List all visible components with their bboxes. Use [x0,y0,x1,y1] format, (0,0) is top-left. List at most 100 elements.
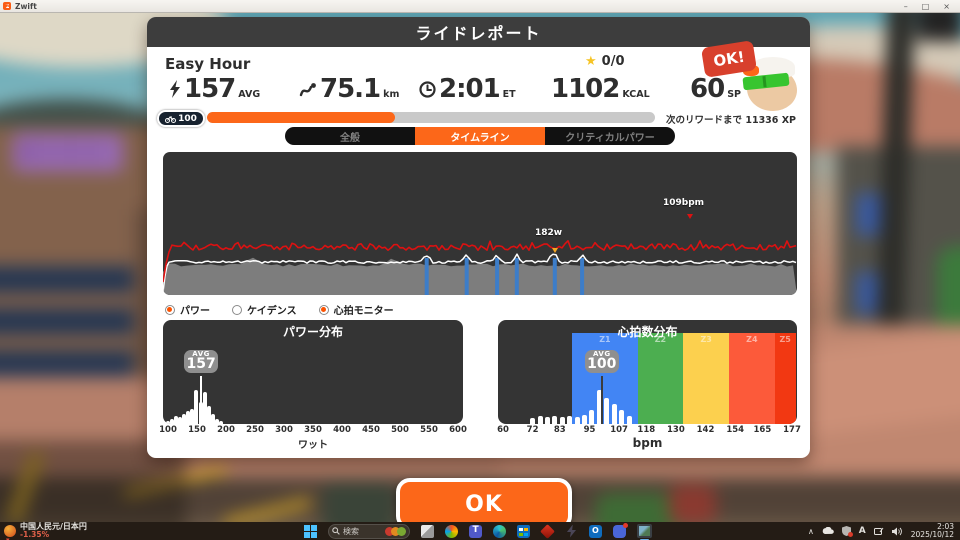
level-badge: 100 [157,110,205,127]
axis-tick: 150 [188,425,206,435]
power-axis-ticks: 100 150 200 250 300 350 400 450 500 550 600 [159,425,467,435]
store-icon[interactable] [517,524,530,538]
annotation-caret [552,248,558,253]
input-method-indicator[interactable]: A [858,526,866,536]
stat-value: 75.1 [320,74,381,104]
volume-icon[interactable] [891,527,903,536]
security-shield-icon[interactable] [841,526,853,537]
stat-value: 60 [690,74,725,104]
avg-caption: AVG [192,350,210,358]
tab-timeline[interactable]: タイムライン [415,127,545,145]
tab-critical-power[interactable]: クリティカルパワー [565,132,655,144]
histogram-bar [202,392,207,424]
ok-bubble-text: OK! [712,47,746,71]
hr-zone-z3: Z3 [683,333,729,424]
histogram-bar [186,411,191,424]
star-counter: ★ 0/0 [585,54,625,69]
radio-cadence[interactable] [232,304,242,315]
legend-heart-rate[interactable]: 心拍モニター [318,302,394,317]
axis-tick: 450 [362,425,380,435]
active-app-icon[interactable] [637,524,652,540]
avg-line [600,376,603,424]
report-tabs: 全般 タイムライン クリティカルパワー [285,127,675,145]
power-distribution-title: パワー分布 [282,325,343,339]
copilot-icon[interactable] [445,524,458,538]
axis-tick: 100 [159,425,177,435]
histogram-bar [190,409,195,424]
stat-calories: 1102 KCAL [551,76,650,102]
power-distribution-panel: パワー分布 AVG 157 [163,320,463,424]
histogram-bar [170,419,175,424]
avg-value: 100 [587,356,617,372]
pen-tablet-icon[interactable] [873,527,884,536]
histogram-bar [530,418,536,424]
windows-taskbar: 中国人民元/日本円 -1.35% 検索 ∧ [0,522,960,540]
stat-value: 2:01 [439,74,501,104]
window-titlebar: Zwift – □ × [0,0,960,13]
clock-icon [419,81,436,98]
axis-tick: 83 [553,425,566,435]
hr-axis-label: bpm [632,436,663,450]
dialog-title: ライドレポート [415,24,542,43]
taskbar-widget[interactable]: 中国人民元/日本円 -1.35% [0,523,304,540]
maximize-button[interactable]: □ [921,1,930,11]
minimize-button[interactable]: – [903,1,908,11]
edge-icon[interactable] [493,524,506,538]
axis-tick: 165 [753,425,772,435]
legend-power[interactable]: パワー [165,302,210,317]
axis-tick: 154 [726,425,745,435]
route-icon [299,83,316,97]
xp-progress-fill [207,112,396,123]
stat-unit: km [383,89,400,100]
tray-chevron-icon[interactable]: ∧ [807,526,814,536]
legend-cadence[interactable]: ケイデンス [232,302,297,317]
task-view-icon[interactable] [421,524,434,538]
companion-app-icon[interactable] [565,524,578,538]
game-launcher-icon[interactable] [540,523,555,539]
histogram-bar [626,416,632,424]
timeline-annotation: 109bpm [663,198,705,208]
zone-label: Z5 [779,335,791,344]
tab-general[interactable]: 全般 [340,132,360,144]
ok-button[interactable]: OK [396,478,572,522]
ok-speech-bubble: OK! [700,40,758,78]
avg-line [200,376,203,424]
tray-clock[interactable]: 2:03 2025/10/12 [911,523,954,539]
histogram-bar [178,417,183,424]
histogram-bar [552,416,558,424]
onedrive-cloud-icon[interactable] [822,527,834,535]
stat-unit: AVG [238,89,261,100]
hr-axis-ticks: 60 72 83 95 107 118 130 142 154 165 177 [497,425,801,435]
ride-report-dialog: ライドレポート Easy Hour ★ 0/0 157 AVG 75.1 km … [147,17,810,458]
teams-icon[interactable] [469,524,482,538]
stat-distance: 75.1 km [299,74,400,104]
close-button[interactable]: × [943,1,950,11]
search-widget-icons [385,526,406,536]
axis-tick: 600 [449,425,467,435]
timeline-annotation: 182w [535,228,563,238]
histogram-bar [574,417,580,424]
tray-time: 2:03 [937,522,954,531]
histogram-bar [214,419,219,424]
start-button[interactable] [304,524,317,538]
search-box[interactable]: 検索 [328,523,410,539]
star-icon: ★ [585,54,597,69]
timeline-legend: パワー ケイデンス 心拍モニター [165,302,394,317]
avg-value: 157 [186,356,216,372]
zone-label: Z4 [746,335,758,344]
stat-elapsed-time: 2:01 ET [419,74,516,104]
outlook-icon[interactable] [589,524,602,538]
stat-value: 157 [184,74,236,104]
axis-tick: 95 [583,425,596,435]
activity-name: Easy Hour [165,55,251,73]
chat-icon[interactable] [613,522,628,538]
histogram-bar [166,421,170,424]
legend-label: 心拍モニター [333,306,394,317]
hr-zone-z2: Z2 [637,333,684,424]
currency-widget-icon [4,525,16,540]
search-icon [332,527,340,535]
radio-power[interactable] [165,304,175,315]
radio-heart-rate[interactable] [318,304,329,315]
histogram-bar [218,421,223,424]
histogram-bar [596,390,602,424]
